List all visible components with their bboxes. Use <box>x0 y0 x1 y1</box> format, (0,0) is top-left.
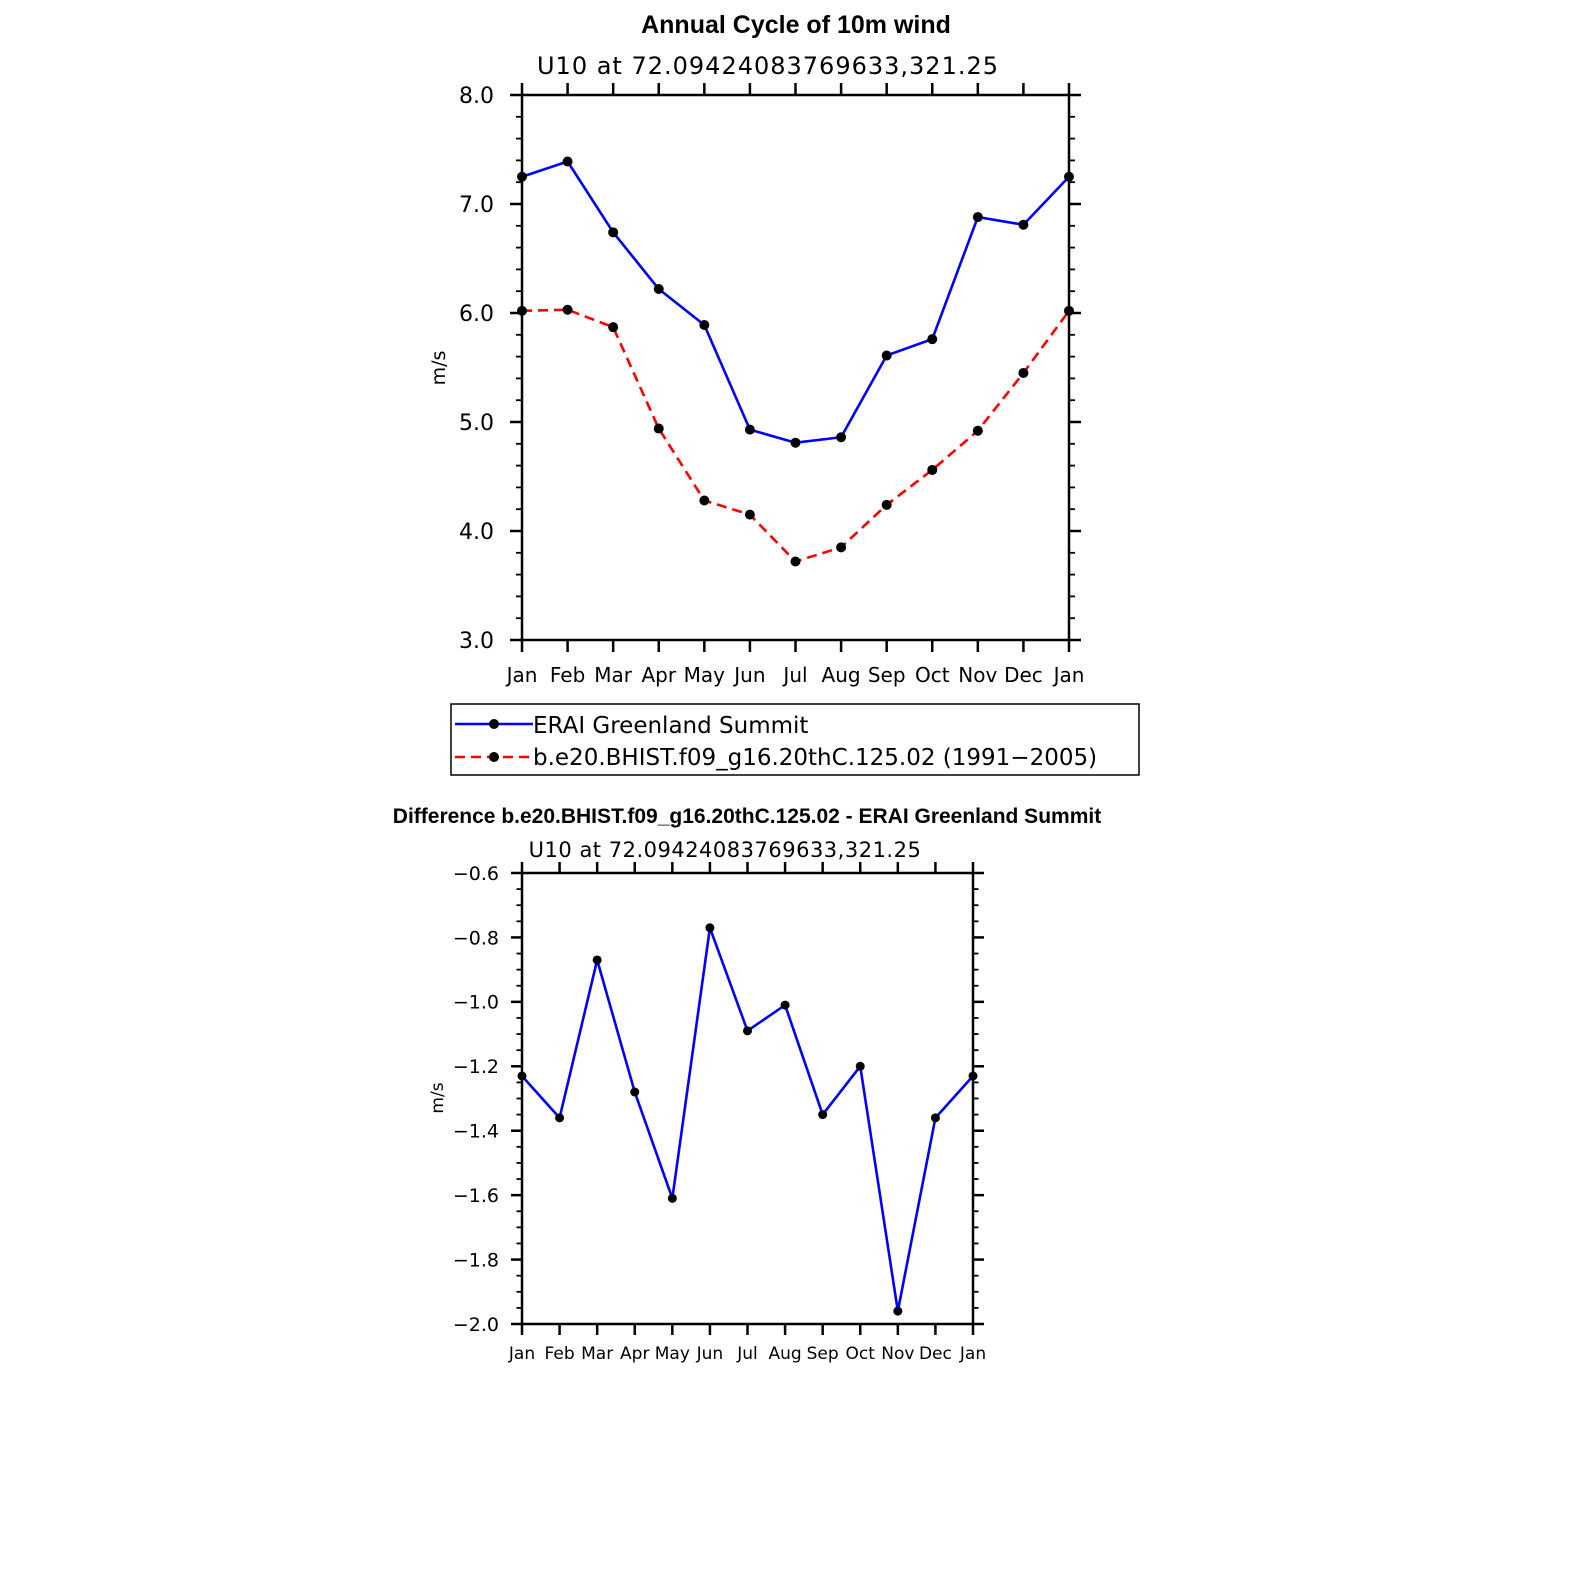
chart1-plot: Jan Feb Mar Apr May Jun Jul Aug Sep Oct Nov Dec Jan 3… <box>459 83 1084 687</box>
data-point <box>555 1113 565 1123</box>
x-tick-label: Aug <box>822 663 861 687</box>
y-tick-label: −0.8 <box>453 927 499 949</box>
y-tick-label: 3.0 <box>459 629 494 654</box>
x-tick-label: Sep <box>807 1344 839 1364</box>
data-point <box>818 1110 828 1120</box>
x-tick-label: Sep <box>868 663 906 687</box>
y-tick-label: 7.0 <box>459 193 494 218</box>
data-point <box>608 322 619 333</box>
data-point <box>1064 305 1074 316</box>
series-line-1 <box>521 926 974 1313</box>
y-tick-label: −1.8 <box>453 1249 499 1271</box>
data-point <box>790 556 801 567</box>
data-point <box>608 227 619 238</box>
chart2-plot: Jan Feb Mar Apr May Jun Jul Aug Sep Oct Nov Dec Jan−… <box>453 862 986 1364</box>
y-tick-label: −1.4 <box>453 1121 499 1143</box>
data-point <box>881 350 892 361</box>
data-point <box>968 1071 978 1081</box>
legend-label-series1: ERAI Greenland Summit <box>533 713 808 739</box>
x-tick-label: Apr <box>620 1344 649 1364</box>
data-point <box>881 499 892 510</box>
chart2-ylabel: m/s <box>428 1082 448 1113</box>
x-tick-label: Jul <box>781 663 807 687</box>
data-point <box>667 1193 677 1203</box>
x-tick-label: Jun <box>732 663 765 687</box>
chart2-subtitle: U10 at 72.09424083769633,321.25 <box>529 838 922 862</box>
legend-label-series2: b.e20.BHIST.f09_g16.20thC.125.02 (1991−2… <box>533 745 1097 771</box>
data-point <box>653 284 664 295</box>
data-point <box>930 1113 940 1123</box>
series-line-2 <box>521 308 1071 563</box>
chart1-ylabel: m/s <box>428 351 450 386</box>
legend-marker-series1 <box>489 719 499 729</box>
data-point <box>927 334 938 345</box>
data-point <box>1064 171 1074 182</box>
data-point <box>972 425 983 436</box>
y-tick-label: 6.0 <box>459 302 494 327</box>
series-line-1 <box>521 160 1070 445</box>
x-tick-label: Aug <box>768 1344 801 1364</box>
chart1-title: Annual Cycle of 10m wind <box>641 11 951 39</box>
y-tick-label: −0.6 <box>453 863 499 885</box>
data-point <box>705 923 715 933</box>
chart2-title: Difference b.e20.BHIST.f09_g16.20thC.125… <box>393 805 1101 828</box>
x-tick-label: Feb <box>550 663 585 687</box>
x-tick-label: Feb <box>545 1344 575 1364</box>
data-point <box>927 464 938 475</box>
y-tick-label: −1.6 <box>453 1185 499 1207</box>
data-point <box>744 509 755 520</box>
data-point <box>592 955 602 965</box>
x-tick-label: Oct <box>915 663 950 687</box>
data-point <box>517 1071 527 1081</box>
legend-box <box>450 703 1140 776</box>
data-point <box>1018 219 1029 230</box>
y-tick-label: 4.0 <box>459 520 494 545</box>
x-tick-label: Jun <box>696 1344 724 1364</box>
data-point <box>653 423 664 434</box>
data-point <box>780 1000 790 1010</box>
chart1-legend: ERAI Greenland Summit b.e20.BHIST.f09_g1… <box>450 703 1140 776</box>
plot-frame <box>520 871 975 1326</box>
x-tick-label: Jan <box>1052 663 1085 687</box>
x-tick-label: Jan <box>959 1344 986 1364</box>
x-tick-label: Dec <box>1004 663 1043 687</box>
y-tick-label: 5.0 <box>459 411 494 436</box>
data-point <box>743 1026 752 1036</box>
data-point <box>517 171 527 182</box>
data-point <box>855 1061 865 1071</box>
data-point <box>630 1087 640 1097</box>
x-tick-label: Nov <box>958 663 997 687</box>
x-tick-label: Mar <box>581 1344 613 1364</box>
x-tick-label: May <box>655 1344 690 1364</box>
x-tick-label: Jan <box>505 663 538 687</box>
x-tick-label: Dec <box>919 1344 952 1364</box>
x-tick-label: Mar <box>594 663 633 687</box>
y-tick-label: −2.0 <box>453 1314 499 1336</box>
x-tick-label: Jan <box>508 1344 535 1364</box>
x-tick-label: May <box>684 663 726 687</box>
data-point <box>744 424 755 435</box>
y-tick-label: −1.2 <box>453 1056 499 1078</box>
legend-marker-series2 <box>489 752 499 762</box>
data-point <box>1018 367 1029 378</box>
data-point <box>517 305 527 316</box>
x-tick-label: Apr <box>641 663 676 687</box>
data-point <box>836 542 847 553</box>
x-tick-label: Nov <box>881 1344 914 1364</box>
y-tick-label: −1.0 <box>453 992 499 1014</box>
data-point <box>836 432 847 443</box>
data-point <box>972 212 983 223</box>
chart1-subtitle: U10 at 72.09424083769633,321.25 <box>537 52 999 80</box>
data-point <box>562 156 573 167</box>
x-tick-label: Oct <box>846 1344 876 1364</box>
y-tick-label: 8.0 <box>459 84 494 109</box>
data-point <box>893 1306 903 1316</box>
data-point <box>699 495 710 506</box>
x-tick-label: Jul <box>736 1344 758 1364</box>
data-point <box>790 437 801 448</box>
data-point <box>562 304 573 315</box>
data-point <box>699 319 710 330</box>
